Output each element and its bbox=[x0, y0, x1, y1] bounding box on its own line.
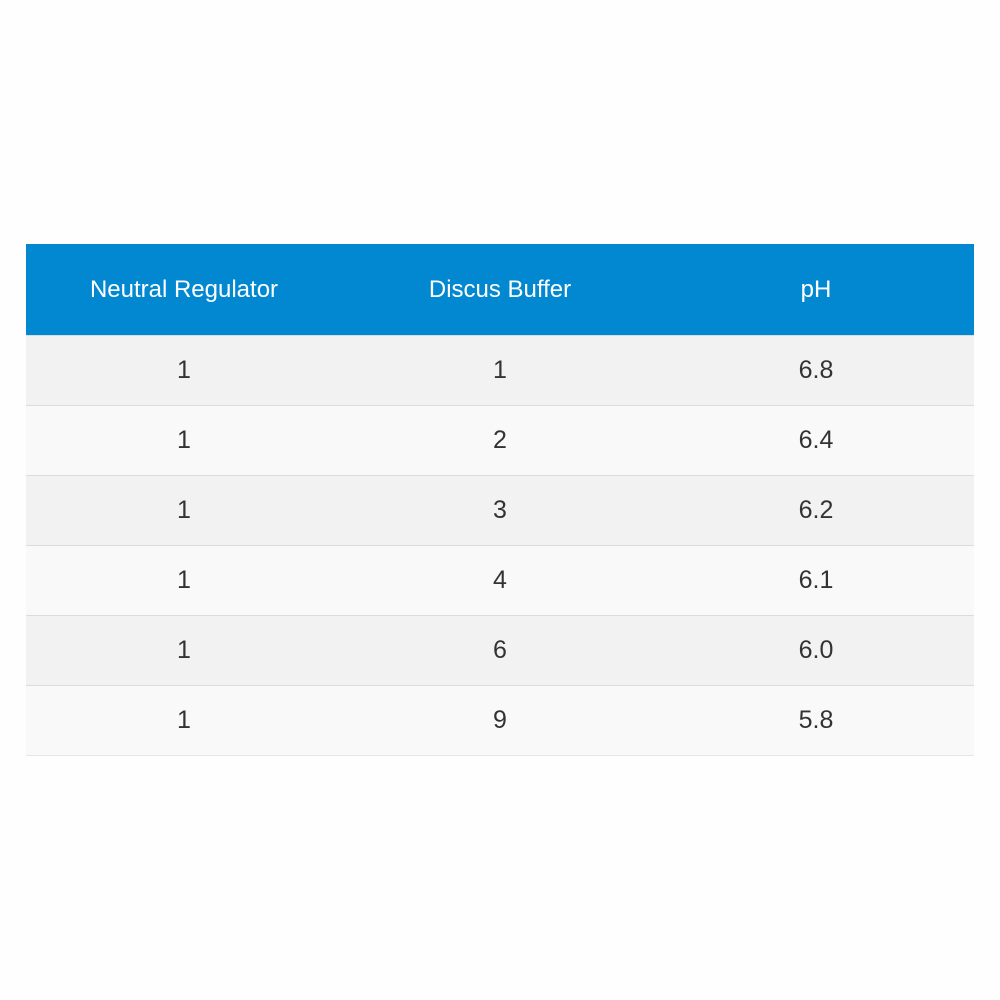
header-discus-buffer: Discus Buffer bbox=[342, 244, 658, 336]
cell-neutral-regulator: 1 bbox=[26, 475, 342, 546]
cell-discus-buffer: 6 bbox=[342, 615, 658, 686]
cell-ph: 6.0 bbox=[658, 615, 974, 686]
table-row: 1 9 5.8 bbox=[26, 685, 974, 756]
table-row: 1 3 6.2 bbox=[26, 475, 974, 546]
cell-discus-buffer: 4 bbox=[342, 545, 658, 616]
cell-discus-buffer: 1 bbox=[342, 335, 658, 406]
cell-ph: 6.1 bbox=[658, 545, 974, 616]
cell-neutral-regulator: 1 bbox=[26, 615, 342, 686]
header-neutral-regulator: Neutral Regulator bbox=[26, 244, 342, 336]
cell-discus-buffer: 3 bbox=[342, 475, 658, 546]
table-row: 1 2 6.4 bbox=[26, 405, 974, 476]
header-row: Neutral Regulator Discus Buffer pH bbox=[26, 244, 974, 336]
cell-neutral-regulator: 1 bbox=[26, 685, 342, 756]
cell-neutral-regulator: 1 bbox=[26, 545, 342, 616]
cell-ph: 6.8 bbox=[658, 335, 974, 406]
table-row: 1 1 6.8 bbox=[26, 335, 974, 406]
cell-neutral-regulator: 1 bbox=[26, 405, 342, 476]
cell-discus-buffer: 9 bbox=[342, 685, 658, 756]
cell-neutral-regulator: 1 bbox=[26, 335, 342, 406]
cell-discus-buffer: 2 bbox=[342, 405, 658, 476]
table-row: 1 6 6.0 bbox=[26, 615, 974, 686]
cell-ph: 6.4 bbox=[658, 405, 974, 476]
cell-ph: 5.8 bbox=[658, 685, 974, 756]
ph-ratio-table: Neutral Regulator Discus Buffer pH 1 1 6.8… bbox=[26, 244, 974, 756]
header-ph: pH bbox=[658, 244, 974, 336]
cell-ph: 6.2 bbox=[658, 475, 974, 546]
table-row: 1 4 6.1 bbox=[26, 545, 974, 616]
